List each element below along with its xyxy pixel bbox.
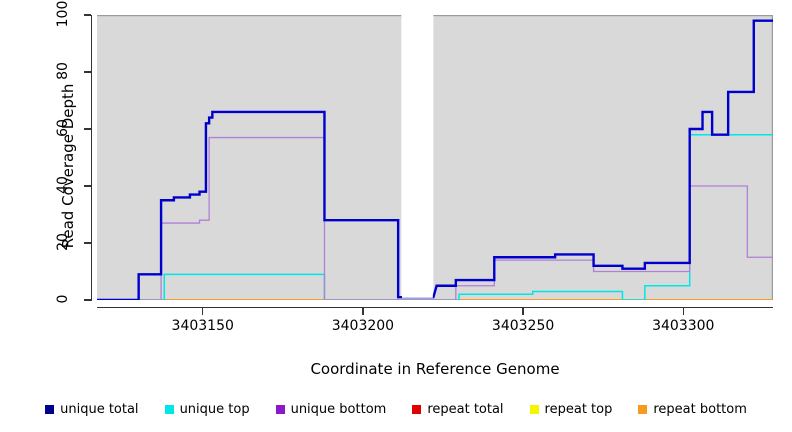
x-tick-label: 3403300 (652, 318, 715, 334)
legend-label: unique total (60, 401, 139, 417)
x-tick (522, 308, 524, 316)
x-tick (362, 308, 364, 316)
legend-item-unique-top[interactable]: unique top (164, 401, 250, 417)
legend-swatch-icon (45, 404, 55, 414)
legend-label: repeat total (427, 401, 504, 417)
legend-item-repeat-total[interactable]: repeat total (412, 401, 504, 417)
legend-item-repeat-bottom[interactable]: repeat bottom (638, 402, 747, 417)
y-tick (84, 185, 91, 187)
chart-legend: unique total unique top unique bottom repea… (0, 398, 792, 420)
y-tick (84, 14, 91, 16)
y-tick (84, 242, 91, 244)
legend-label: repeat bottom (653, 401, 747, 417)
y-tick (84, 71, 91, 73)
legend-swatch-icon (412, 404, 422, 414)
legend-swatch-icon (529, 404, 539, 414)
x-tick-label: 3403200 (331, 318, 395, 334)
legend-item-unique-total[interactable]: unique total (45, 401, 139, 417)
legend-item-unique-bottom[interactable]: unique bottom (275, 401, 387, 417)
x-tick-label: 3403250 (491, 318, 555, 334)
y-tick-label: 40 (55, 176, 71, 194)
series-unique-total (97, 21, 773, 300)
y-tick-label: 80 (55, 62, 71, 80)
x-axis-line (97, 307, 773, 309)
coverage-line-chart (97, 15, 773, 300)
plot-area (97, 15, 773, 300)
y-tick-label: 60 (55, 119, 71, 137)
legend-label: unique bottom (290, 401, 387, 417)
x-tick-label: 3403150 (171, 318, 234, 334)
legend-swatch-icon (638, 404, 648, 414)
x-tick (682, 308, 684, 316)
y-axis-line (91, 15, 93, 301)
y-tick (84, 299, 91, 301)
y-tick-label: 20 (55, 233, 71, 251)
legend-label: unique top (179, 401, 250, 417)
legend-label: repeat top (544, 401, 613, 417)
x-axis-title: Coordinate in Reference Genome (310, 360, 560, 378)
x-tick (202, 308, 204, 316)
y-tick-label: 100 (55, 0, 71, 28)
legend-swatch-icon (164, 404, 174, 414)
legend-swatch-icon (275, 404, 285, 414)
y-tick-label: 0 (55, 294, 71, 304)
y-tick (84, 128, 91, 130)
legend-item-repeat-top[interactable]: repeat top (529, 401, 613, 417)
